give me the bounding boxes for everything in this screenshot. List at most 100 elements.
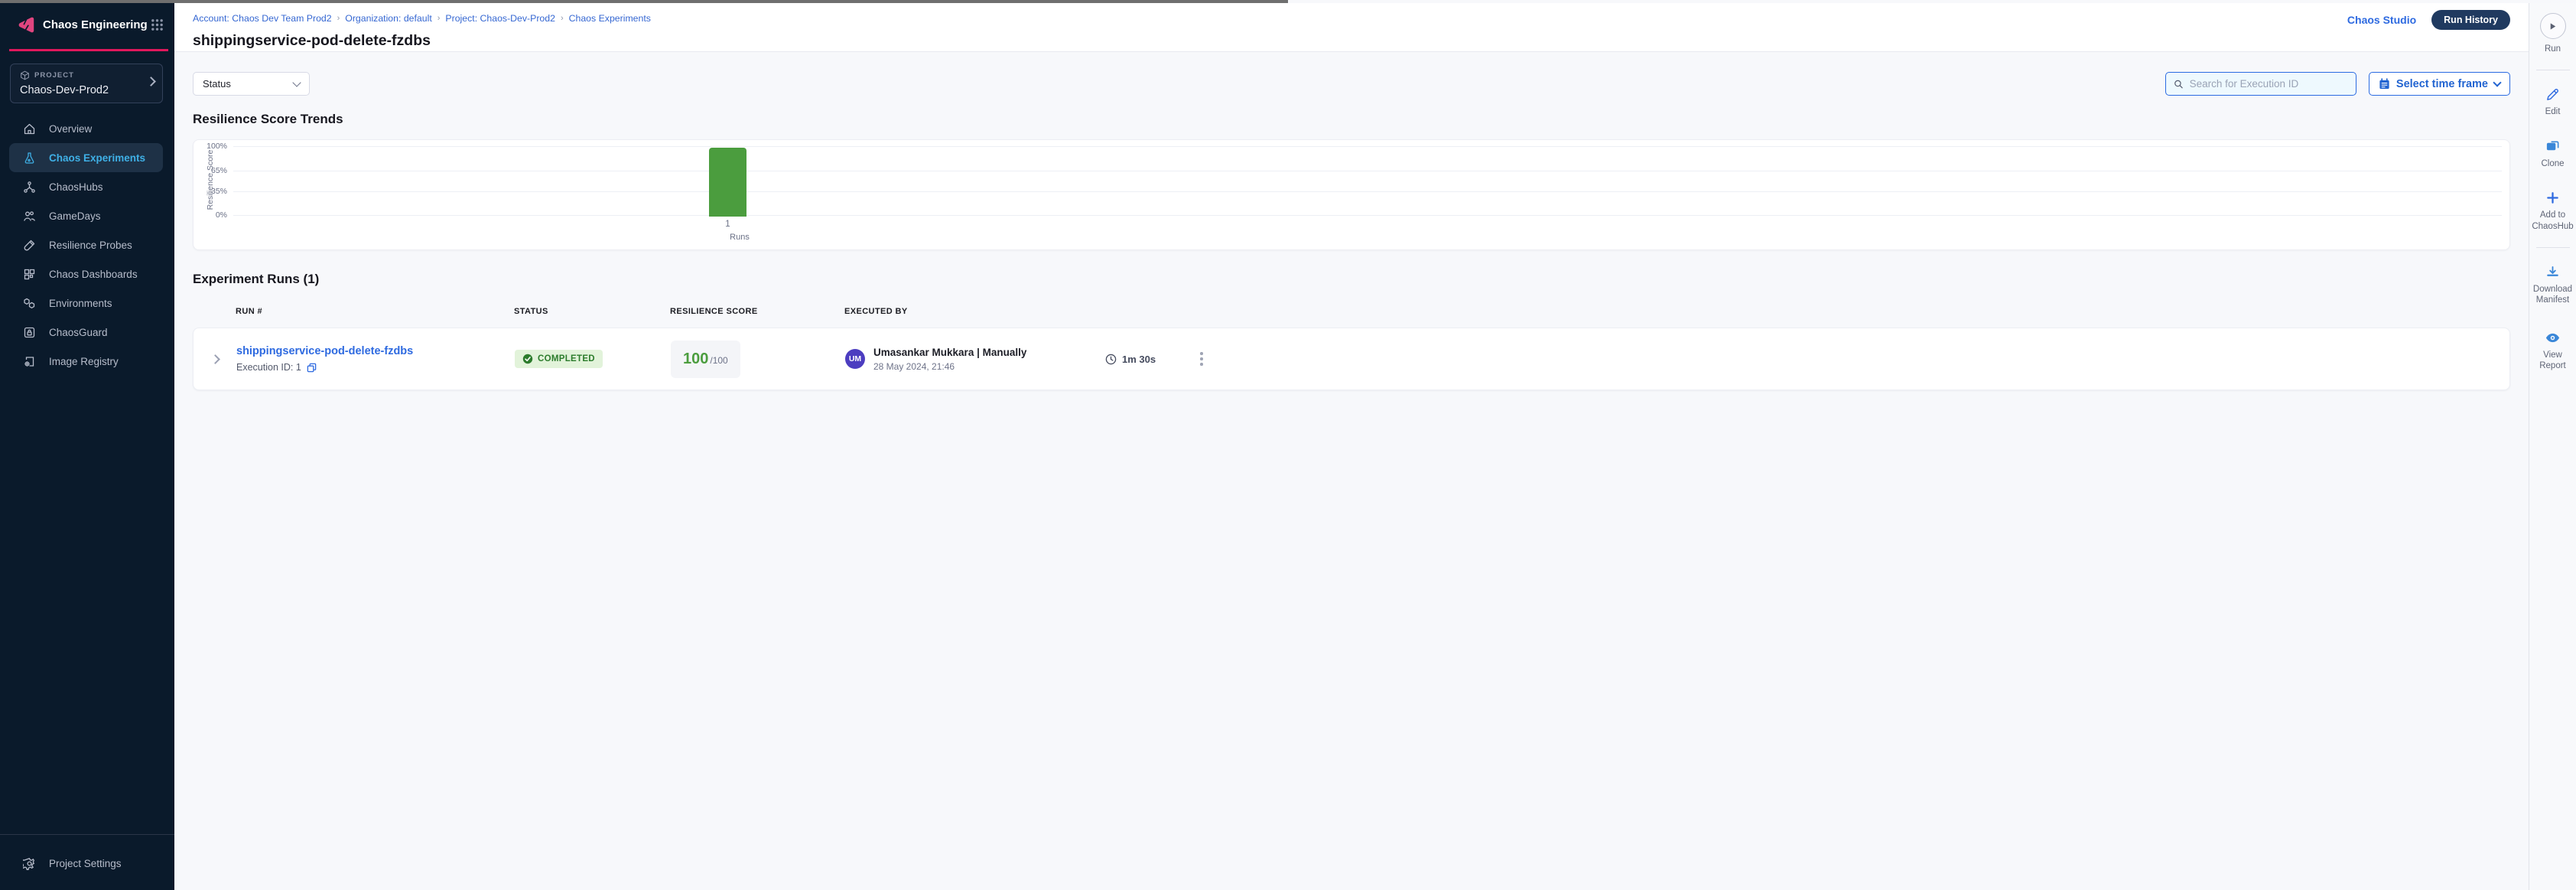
add-to-chaoshub-button[interactable] bbox=[2545, 191, 2560, 205]
sidebar-item-chaoshubs[interactable]: ChaosHubs bbox=[0, 172, 174, 201]
breadcrumb-chaos-experiments[interactable]: Chaos Experiments bbox=[568, 13, 651, 24]
run-cell: shippingservice-pod-delete-fzdbs Executi… bbox=[236, 345, 515, 373]
environments-icon bbox=[24, 298, 35, 308]
sidebar-item-chaos-experiments[interactable]: Chaos Experiments bbox=[9, 143, 163, 172]
page-header: Account: Chaos Dev Team Prod2 › Organiza… bbox=[174, 3, 2529, 52]
gridline bbox=[233, 191, 2502, 192]
y-tick: 35% bbox=[210, 187, 227, 196]
sidebar-item-label: Resilience Probes bbox=[49, 239, 132, 251]
module-grid-icon[interactable] bbox=[151, 18, 164, 31]
sidebar-item-image-registry[interactable]: Image Registry bbox=[0, 347, 174, 376]
score-cell: 100 /100 bbox=[671, 340, 845, 378]
executed-at: 28 May 2024, 21:46 bbox=[873, 360, 955, 372]
run-name-link[interactable]: shippingservice-pod-delete-fzdbs bbox=[236, 345, 414, 357]
y-tick: 65% bbox=[210, 166, 227, 175]
clone-button[interactable] bbox=[2545, 139, 2560, 154]
chaos-studio-link[interactable]: Chaos Studio bbox=[2347, 14, 2417, 26]
gridline bbox=[233, 146, 2502, 147]
guard-lock-icon bbox=[24, 327, 35, 337]
experiment-run-row[interactable]: shippingservice-pod-delete-fzdbs Executi… bbox=[193, 328, 2510, 390]
download-manifest-label: Download Manifest bbox=[2532, 284, 2573, 305]
resilience-trends-chart: Resilience Score 100% 65% 35% 0% 1 Runs bbox=[193, 139, 2510, 250]
timeframe-button[interactable]: Select time frame bbox=[2368, 72, 2510, 96]
project-name: Chaos-Dev-Prod2 bbox=[20, 84, 109, 96]
gear-icon bbox=[23, 857, 34, 870]
eye-icon bbox=[2545, 333, 2560, 342]
project-label: PROJECT bbox=[34, 71, 74, 80]
people-icon bbox=[24, 210, 36, 221]
status-cell: COMPLETED bbox=[515, 350, 671, 368]
row-menu-kebab-icon[interactable] bbox=[1197, 349, 1206, 369]
sidebar-item-label: ChaosHubs bbox=[49, 181, 103, 193]
breadcrumb-separator: › bbox=[560, 14, 564, 23]
home-icon bbox=[24, 123, 35, 134]
sidebar-item-gamedays[interactable]: GameDays bbox=[0, 201, 174, 230]
chaos-engineering-logo-icon bbox=[18, 17, 34, 32]
main-area: Account: Chaos Dev Team Prod2 › Organiza… bbox=[174, 3, 2529, 890]
search-input[interactable] bbox=[2189, 78, 2348, 90]
sidebar-item-resilience-probes[interactable]: Resilience Probes bbox=[0, 230, 174, 259]
breadcrumb-account[interactable]: Account: Chaos Dev Team Prod2 bbox=[193, 13, 332, 24]
cube-icon bbox=[21, 70, 29, 80]
edit-button[interactable] bbox=[2545, 87, 2560, 102]
expand-row-chevron-icon[interactable] bbox=[210, 354, 220, 364]
chart-y-axis-label: Resilience Score bbox=[206, 149, 215, 210]
status-badge: COMPLETED bbox=[515, 350, 603, 368]
project-selector[interactable]: PROJECT Chaos-Dev-Prod2 bbox=[10, 64, 163, 103]
col-resilience-score: RESILIENCE SCORE bbox=[670, 307, 758, 316]
clone-icon bbox=[2546, 141, 2559, 150]
breadcrumb-organization[interactable]: Organization: default bbox=[345, 13, 432, 24]
sidebar-item-label: Chaos Dashboards bbox=[49, 268, 138, 280]
chevron-down-icon bbox=[292, 77, 301, 87]
sidebar-item-label: Project Settings bbox=[49, 857, 122, 869]
download-manifest-button[interactable] bbox=[2545, 265, 2560, 279]
test-tube-icon bbox=[24, 240, 35, 250]
search-icon bbox=[2174, 80, 2183, 88]
download-icon bbox=[2547, 266, 2558, 276]
copy-icon[interactable] bbox=[307, 363, 317, 373]
window-top-strip bbox=[0, 0, 1288, 3]
run-button[interactable] bbox=[2539, 13, 2566, 39]
sidebar-item-chaos-dashboards[interactable]: Chaos Dashboards bbox=[0, 259, 174, 289]
resilience-score-bar[interactable] bbox=[709, 148, 746, 217]
sidebar-item-environments[interactable]: Environments bbox=[0, 289, 174, 318]
runs-table-header: RUN # STATUS RESILIENCE SCORE EXECUTED B… bbox=[193, 305, 2510, 318]
score-total: /100 bbox=[710, 354, 728, 366]
chevron-down-icon bbox=[2493, 77, 2502, 87]
breadcrumb-separator: › bbox=[437, 14, 441, 23]
sidebar-divider bbox=[0, 834, 174, 835]
sidebar-item-project-settings[interactable]: Project Settings bbox=[0, 849, 174, 878]
chart-x-axis-label: Runs bbox=[730, 233, 750, 242]
run-label: Run bbox=[2544, 44, 2561, 54]
sidebar-item-label: Image Registry bbox=[49, 355, 119, 367]
run-history-button[interactable]: Run History bbox=[2431, 10, 2510, 30]
y-tick: 100% bbox=[207, 142, 227, 151]
check-circle-icon bbox=[522, 354, 533, 364]
trends-section-title: Resilience Score Trends bbox=[193, 112, 343, 126]
clock-icon bbox=[1105, 354, 1117, 364]
col-status: STATUS bbox=[514, 307, 548, 316]
sidebar: Chaos Engineering PROJECT Chaos-Dev-Prod… bbox=[0, 3, 174, 890]
add-to-chaoshub-label: Add to ChaosHub bbox=[2532, 210, 2574, 231]
status-filter-dropdown[interactable]: Status bbox=[193, 72, 310, 96]
timeframe-label: Select time frame bbox=[2395, 77, 2488, 90]
pencil-icon bbox=[2547, 89, 2558, 101]
sidebar-item-chaosguard[interactable]: ChaosGuard bbox=[0, 318, 174, 347]
view-report-label: View Report bbox=[2539, 350, 2566, 370]
image-registry-icon bbox=[24, 356, 34, 367]
plus-icon bbox=[2547, 192, 2558, 204]
runs-section-title: Experiment Runs (1) bbox=[193, 272, 320, 286]
gridline bbox=[233, 215, 2502, 216]
app-logo-row: Chaos Engineering bbox=[0, 3, 174, 46]
sidebar-item-overview[interactable]: Overview bbox=[0, 114, 174, 143]
sidebar-item-label: Environments bbox=[49, 297, 112, 309]
y-tick: 0% bbox=[215, 210, 227, 220]
rail-divider bbox=[2535, 246, 2570, 248]
action-rail: Run Edit Clone Add to ChaosHub Download … bbox=[2529, 3, 2576, 890]
sidebar-item-label: Overview bbox=[49, 122, 93, 135]
executed-by-cell: UM Umasankar Mukkara | Manually 28 May 2… bbox=[845, 347, 1105, 372]
filter-row: Status Select time frame bbox=[193, 72, 2510, 96]
sidebar-item-label: Chaos Experiments bbox=[49, 152, 146, 164]
breadcrumb-project[interactable]: Project: Chaos-Dev-Prod2 bbox=[445, 13, 555, 24]
view-report-button[interactable] bbox=[2545, 331, 2560, 345]
